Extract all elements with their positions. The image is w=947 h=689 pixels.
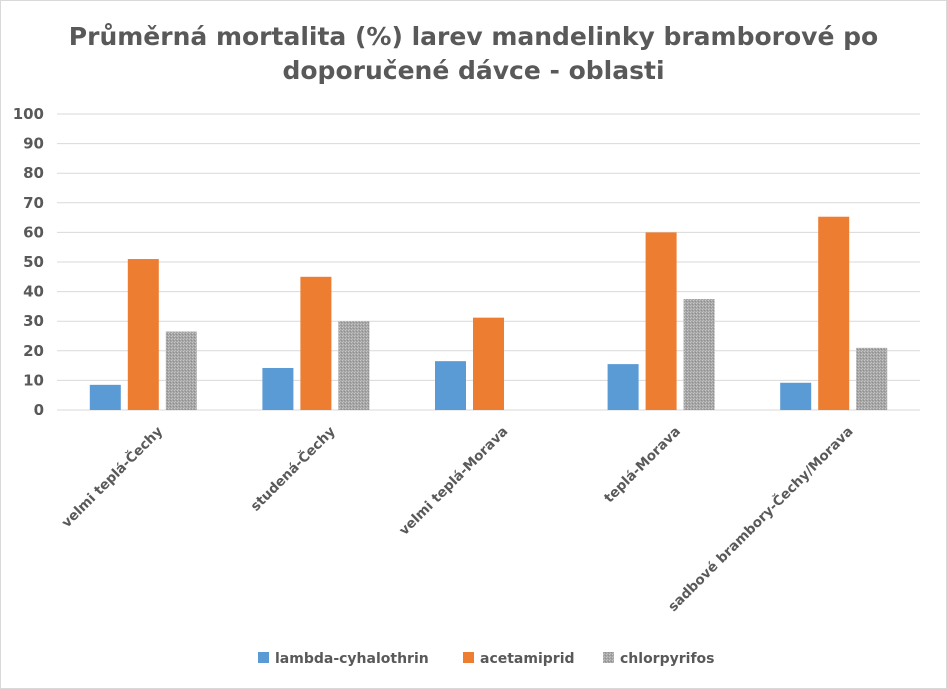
x-category-label: velmi teplá-Morava — [396, 424, 511, 539]
chart-title-line-1: Průměrná mortalita (%) larev mandelinky … — [68, 22, 879, 51]
bar-acetamiprid — [645, 232, 677, 410]
bar-chlorpyrifos — [165, 331, 197, 410]
bar-chlorpyrifos — [683, 299, 715, 410]
legend-label: lambda-cyhalothrin — [275, 651, 429, 667]
y-tick-label: 80 — [23, 164, 44, 182]
bar-acetamiprid — [473, 317, 504, 410]
bar-lambda-cyhalothrin — [780, 382, 812, 410]
y-tick-label: 0 — [34, 401, 44, 419]
y-tick-label: 20 — [23, 342, 44, 360]
x-category-label: velmi teplá-Čechy — [57, 422, 166, 531]
bar-acetamiprid — [300, 276, 332, 410]
y-tick-label: 50 — [23, 253, 44, 271]
y-tick-label: 90 — [23, 135, 44, 153]
y-tick-label: 30 — [23, 312, 44, 330]
x-category-label: studená-Čechy — [246, 422, 339, 515]
bar-lambda-cyhalothrin — [89, 384, 121, 410]
legend-label: chlorpyrifos — [620, 651, 714, 667]
y-tick-label: 100 — [13, 105, 44, 123]
bar-acetamiprid — [127, 259, 159, 410]
bar-lambda-cyhalothrin — [262, 367, 294, 410]
bar-acetamiprid — [818, 216, 850, 410]
bar-chlorpyrifos — [856, 347, 888, 410]
bar-lambda-cyhalothrin — [435, 361, 466, 410]
legend: lambda-cyhalothrin acetamiprid chlorpyrifo… — [258, 651, 714, 667]
bars — [89, 216, 888, 410]
y-axis: 0 10 20 30 40 50 60 70 80 90 100 — [13, 105, 44, 419]
y-tick-label: 40 — [23, 283, 44, 301]
legend-swatch — [463, 652, 474, 663]
x-category-label: teplá-Morava — [601, 424, 684, 507]
y-tick-label: 60 — [23, 223, 44, 241]
x-axis: velmi teplá-Čechy studená-Čechy velmi tepl… — [57, 422, 856, 615]
y-tick-label: 70 — [23, 194, 44, 212]
x-category-label: sadbové brambory-Čechy/Morava — [664, 422, 857, 615]
chart-title-line-2: doporučené dávce - oblasti — [282, 56, 665, 85]
legend-swatch — [258, 652, 269, 663]
chart-title: Průměrná mortalita (%) larev mandelinky … — [0, 20, 947, 88]
legend-swatch — [603, 652, 614, 663]
legend-label: acetamiprid — [480, 651, 575, 667]
y-tick-label: 10 — [23, 371, 44, 389]
bar-chlorpyrifos — [338, 321, 370, 410]
bar-lambda-cyhalothrin — [607, 364, 639, 410]
